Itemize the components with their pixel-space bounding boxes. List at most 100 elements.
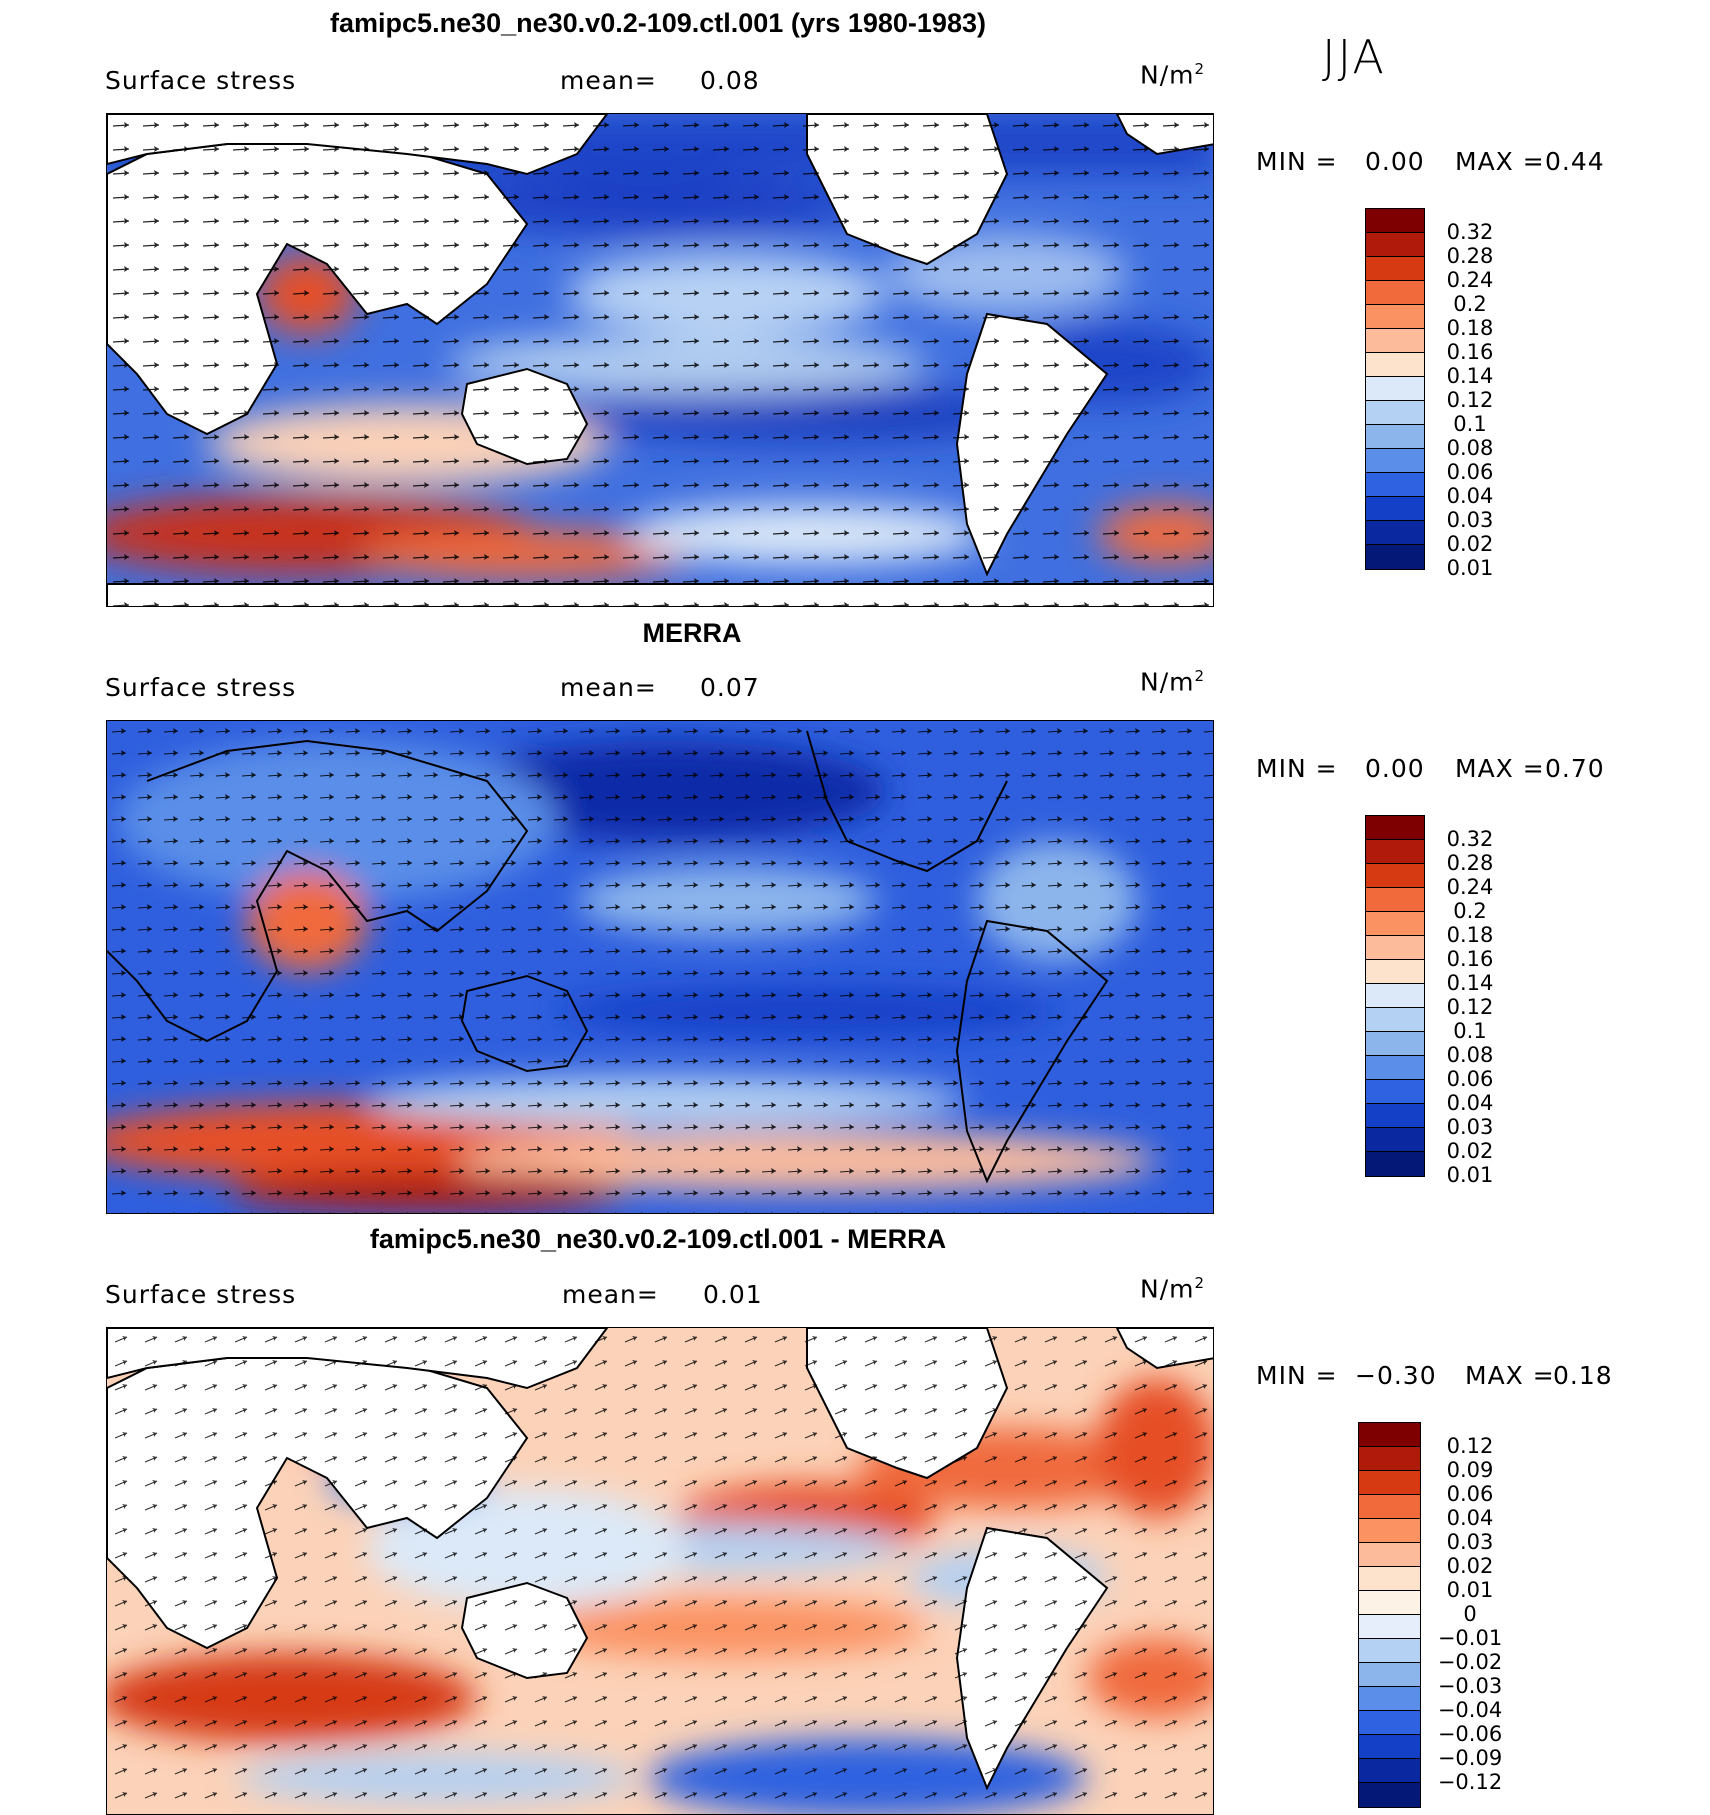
panel-1-title: famipc5.ne30_ne30.v0.2-109.ctl.001 (yrs … xyxy=(330,8,986,38)
panel-2-max-label: MAX = xyxy=(1455,754,1545,783)
panel-3-mean-label: mean= xyxy=(562,1280,659,1309)
colorbar-swatch xyxy=(1366,521,1424,545)
colorbar-swatch xyxy=(1359,1471,1420,1495)
colorbar-label: 0.06 xyxy=(1446,1067,1494,1091)
panel-2-units: N/m2 xyxy=(1140,667,1206,697)
panel-3-max-value: 0.18 xyxy=(1553,1361,1613,1390)
colorbar-swatch xyxy=(1366,816,1424,840)
colorbar-label: 0.1 xyxy=(1453,412,1487,436)
colorbar-swatch xyxy=(1366,449,1424,473)
colorbar-swatch xyxy=(1359,1519,1420,1543)
colorbar-label: −0.03 xyxy=(1437,1674,1503,1698)
colorbar-label: 0.02 xyxy=(1446,532,1494,556)
colorbar-swatch xyxy=(1359,1567,1420,1591)
colorbar-label: 0.01 xyxy=(1446,1163,1494,1187)
panel-3-map xyxy=(106,1327,1214,1815)
panel-3-units: N/m2 xyxy=(1140,1274,1206,1304)
colorbar-label: 0.12 xyxy=(1446,1434,1494,1458)
panel-3-variable: Surface stress xyxy=(105,1280,297,1309)
panel-2-min-label: MIN = xyxy=(1256,754,1338,783)
colorbar-label: 0.03 xyxy=(1446,508,1494,532)
panel-2-mean-value: 0.07 xyxy=(700,673,760,702)
panel-1-variable: Surface stress xyxy=(105,66,297,95)
colorbar-swatch xyxy=(1359,1591,1420,1615)
colorbar-swatch xyxy=(1359,1615,1420,1639)
panel-2-map xyxy=(106,720,1214,1214)
colorbar-swatch xyxy=(1366,425,1424,449)
colorbar-label: 0.14 xyxy=(1446,971,1494,995)
panel-3-min-label: MIN = xyxy=(1256,1361,1338,1390)
colorbar-label: 0.04 xyxy=(1446,1506,1494,1530)
colorbar-swatch xyxy=(1366,233,1424,257)
panel-1-units: N/m2 xyxy=(1140,60,1206,90)
colorbar-swatch xyxy=(1359,1663,1420,1687)
colorbar-label: 0.03 xyxy=(1446,1530,1494,1554)
colorbar-swatch xyxy=(1359,1639,1420,1663)
panel-2-colorbar xyxy=(1365,815,1425,1177)
panel-1-mean-value: 0.08 xyxy=(700,66,760,95)
colorbar-label: 0.04 xyxy=(1446,484,1494,508)
colorbar-swatch xyxy=(1359,1711,1420,1735)
colorbar-swatch xyxy=(1366,305,1424,329)
colorbar-label: 0.01 xyxy=(1446,1578,1494,1602)
colorbar-label: −0.02 xyxy=(1437,1650,1503,1674)
colorbar-swatch xyxy=(1359,1759,1420,1783)
colorbar-swatch xyxy=(1359,1687,1420,1711)
panel-2-variable: Surface stress xyxy=(105,673,297,702)
colorbar-swatch xyxy=(1366,1032,1424,1056)
colorbar-swatch xyxy=(1366,1080,1424,1104)
colorbar-swatch xyxy=(1366,1128,1424,1152)
colorbar-label: 0.1 xyxy=(1453,1019,1487,1043)
colorbar-label: 0.12 xyxy=(1446,388,1494,412)
panel-2-title: MERRA xyxy=(642,618,742,648)
colorbar-label: 0.2 xyxy=(1453,292,1487,316)
colorbar-swatch xyxy=(1359,1423,1420,1447)
colorbar-label: 0.02 xyxy=(1446,1554,1494,1578)
colorbar-swatch xyxy=(1366,912,1424,936)
colorbar-label: 0.16 xyxy=(1446,947,1494,971)
panel-1-min-value: 0.00 xyxy=(1365,147,1425,176)
colorbar-swatch xyxy=(1366,353,1424,377)
colorbar-swatch xyxy=(1366,888,1424,912)
colorbar-swatch xyxy=(1366,840,1424,864)
colorbar-swatch xyxy=(1366,1008,1424,1032)
colorbar-label: 0.06 xyxy=(1446,1482,1494,1506)
colorbar-label: 0.24 xyxy=(1446,268,1494,292)
panel-2-min-value: 0.00 xyxy=(1365,754,1425,783)
season-label: JJA xyxy=(1322,30,1386,84)
colorbar-swatch xyxy=(1359,1495,1420,1519)
colorbar-label: 0.02 xyxy=(1446,1139,1494,1163)
colorbar-swatch xyxy=(1366,984,1424,1008)
colorbar-label: 0.2 xyxy=(1453,899,1487,923)
colorbar-label: 0.08 xyxy=(1446,436,1494,460)
colorbar-swatch xyxy=(1366,401,1424,425)
colorbar-label: 0.28 xyxy=(1446,244,1494,268)
colorbar-swatch xyxy=(1366,864,1424,888)
colorbar-swatch xyxy=(1366,1152,1424,1176)
colorbar-label: −0.06 xyxy=(1437,1722,1503,1746)
panel-2-mean-label: mean= xyxy=(560,673,657,702)
colorbar-label: 0.09 xyxy=(1446,1458,1494,1482)
panel-1-mean-label: mean= xyxy=(560,66,657,95)
colorbar-label: 0.14 xyxy=(1446,364,1494,388)
colorbar-swatch xyxy=(1366,281,1424,305)
colorbar-label: 0.12 xyxy=(1446,995,1494,1019)
colorbar-label: 0.18 xyxy=(1446,316,1494,340)
colorbar-swatch xyxy=(1366,936,1424,960)
panel-1-map xyxy=(106,113,1214,607)
panel-1-colorbar xyxy=(1365,208,1425,570)
colorbar-swatch xyxy=(1359,1735,1420,1759)
panel-3-title: famipc5.ne30_ne30.v0.2-109.ctl.001 - MER… xyxy=(369,1224,947,1254)
colorbar-label: −0.12 xyxy=(1437,1770,1503,1794)
colorbar-label: 0.24 xyxy=(1446,875,1494,899)
colorbar-label: −0.09 xyxy=(1437,1746,1503,1770)
panel-3-min-value: −0.30 xyxy=(1355,1361,1437,1390)
colorbar-swatch xyxy=(1366,377,1424,401)
panel-1-min-label: MIN = xyxy=(1256,147,1338,176)
colorbar-swatch xyxy=(1359,1783,1420,1807)
colorbar-label: 0 xyxy=(1463,1602,1477,1626)
colorbar-label: 0.32 xyxy=(1446,220,1494,244)
colorbar-swatch xyxy=(1366,257,1424,281)
panel-1-max-value: 0.44 xyxy=(1545,147,1605,176)
colorbar-label: −0.04 xyxy=(1437,1698,1503,1722)
